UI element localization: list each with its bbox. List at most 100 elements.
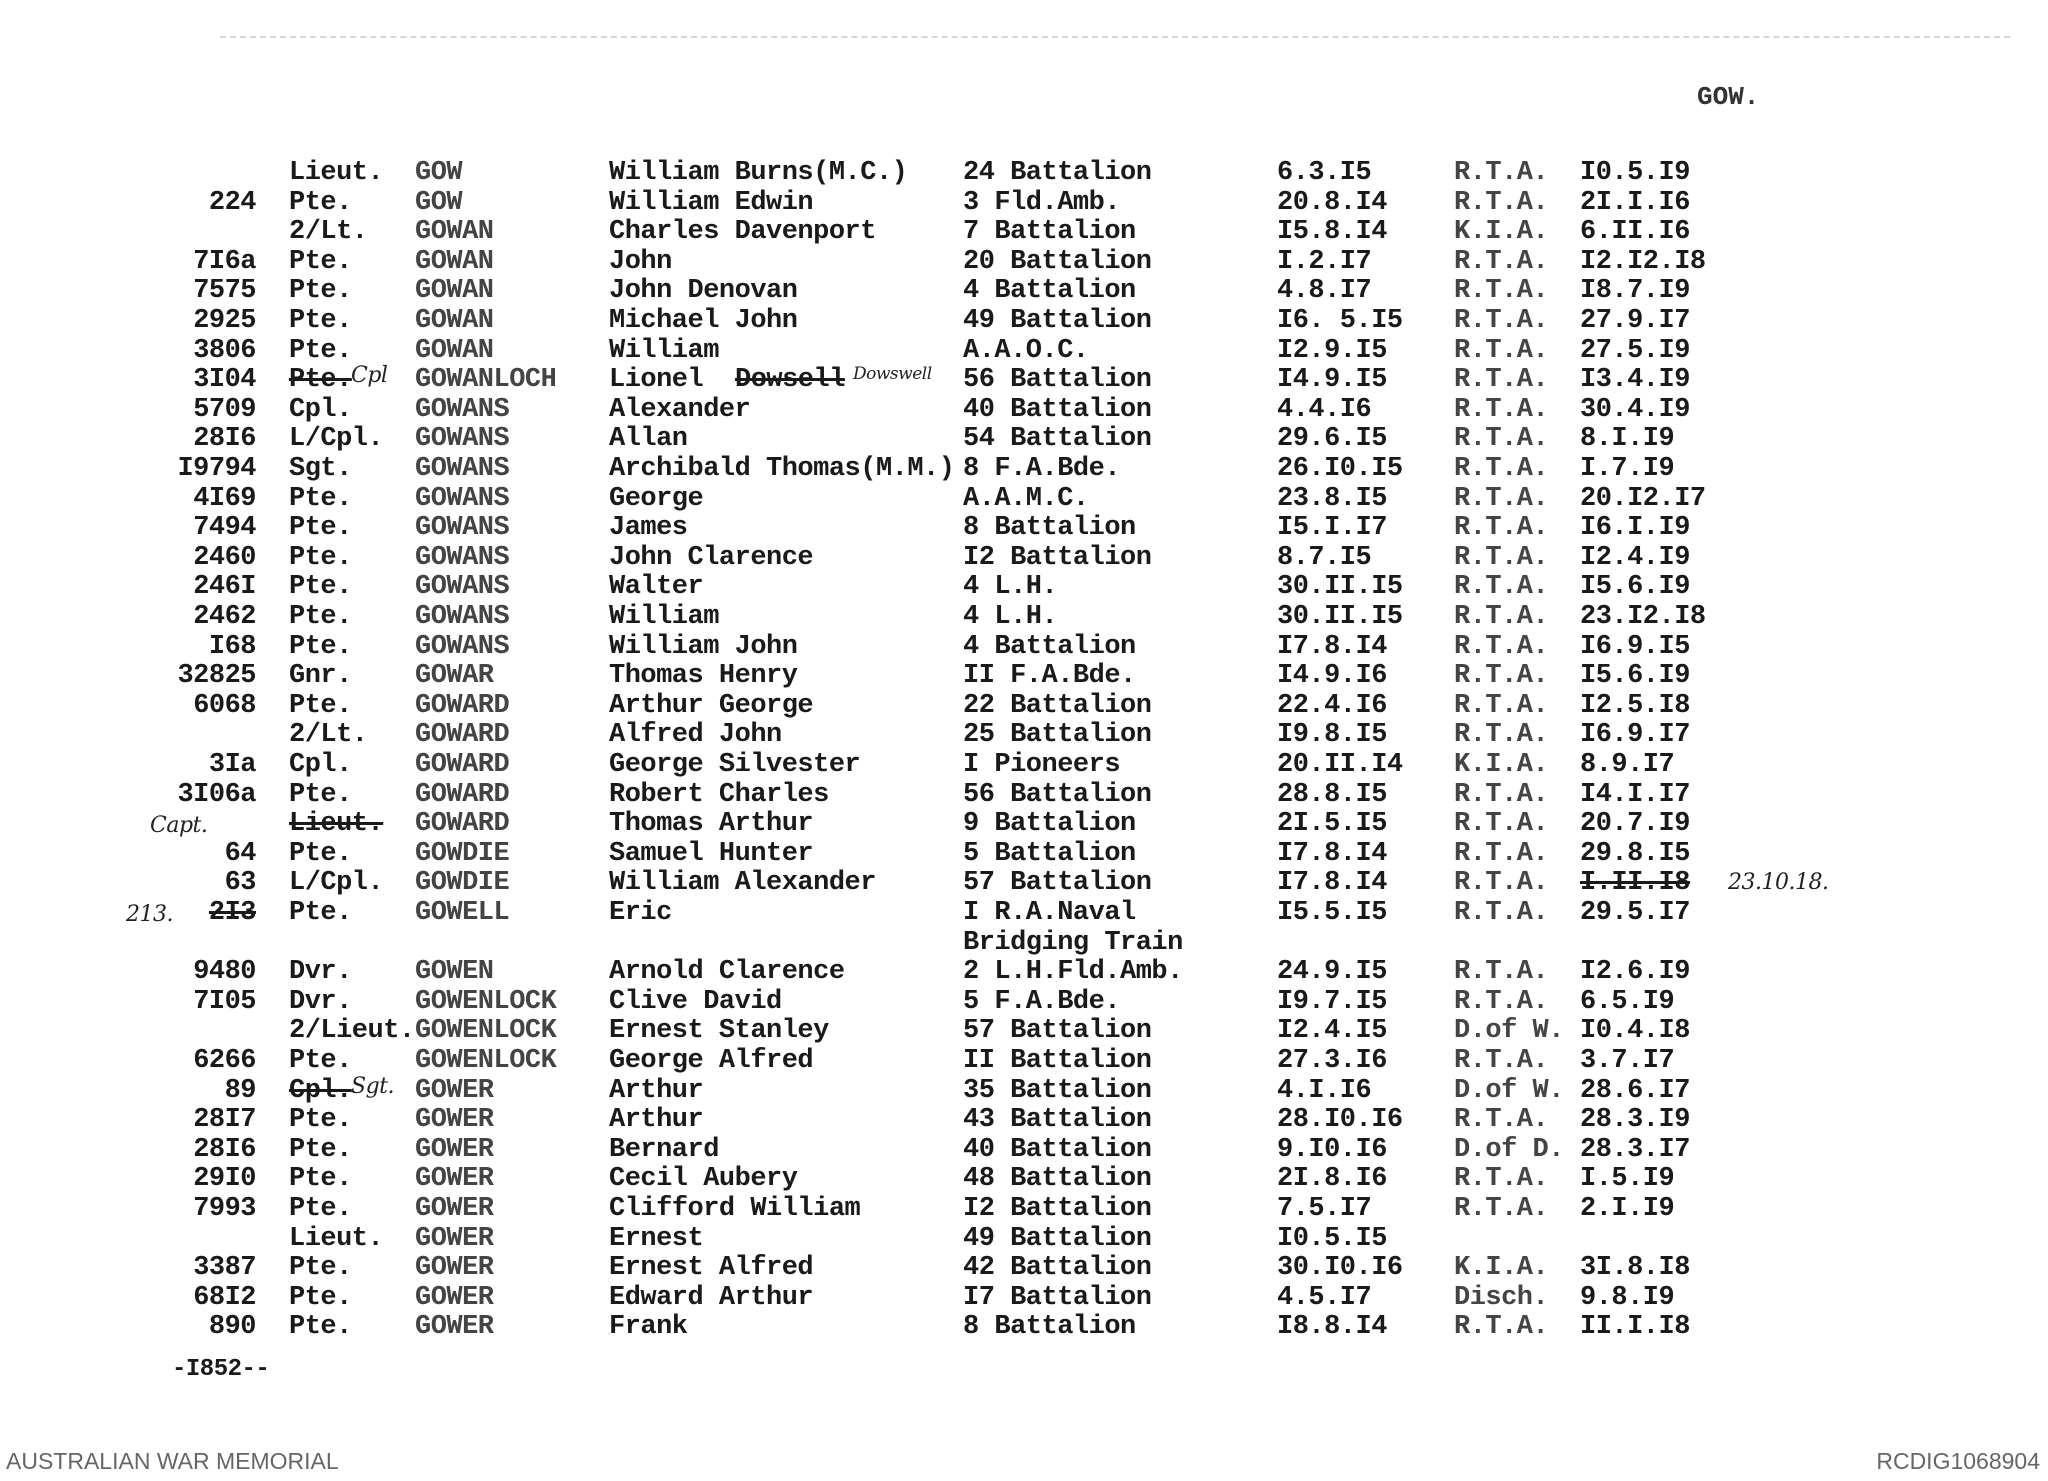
unit: 40 Battalion [963,1134,1152,1165]
service-number: 7I05 [193,986,256,1017]
unit: II Battalion [963,1046,1152,1076]
unit: A.A.O.C. [963,335,1089,366]
fate: D.of D. [1454,1134,1564,1165]
fate-date: 20.7.I9 [1580,809,1690,840]
enlistment-date: 24.9.I5 [1277,957,1387,988]
fate-date: I3.4.I9 [1580,365,1690,396]
enlistment-date: I9.7.I5 [1277,986,1387,1017]
enlistment-date: I5.8.I4 [1277,217,1387,248]
unit: I2 Battalion [963,1194,1152,1224]
fate-date: I.7.I9 [1580,454,1675,484]
fate-date: I5.6.I9 [1580,572,1690,603]
enlistment-date: I4.9.I5 [1277,365,1387,396]
enlistment-date: 30.II.I5 [1277,602,1403,632]
unit: 57 Battalion [963,1016,1152,1047]
unit: 3 Fld.Amb. [963,187,1121,218]
surname: GOWER [415,1312,494,1343]
unit: II F.A.Bde. [963,661,1136,692]
fate: R.T.A. [1454,957,1549,988]
enlistment-date: 9.I0.I6 [1277,1134,1387,1165]
surname: GOWANS [415,454,510,484]
given-names: Ernest Alfred [609,1253,814,1284]
surname: GOWAN [415,276,494,307]
enlistment-date: I5.I.I7 [1277,513,1387,544]
unit: I R.A.Naval [963,898,1136,928]
fate: R.T.A. [1454,868,1549,899]
service-number: 2462 [193,602,256,632]
given-names: William John [609,631,798,662]
given-names: Arnold Clarence [609,957,845,988]
rank: Pte. [289,246,352,277]
enlistment-date: 30.II.I5 [1277,572,1403,603]
enlistment-date: 6.3.I5 [1277,158,1372,188]
rank: Pte. [289,365,352,396]
enlistment-date: 28.8.I5 [1277,779,1387,810]
fate: R.T.A. [1454,158,1549,188]
rank: L/Cpl. [289,868,384,899]
fate: K.I.A. [1454,1253,1549,1284]
unit: 8 F.A.Bde. [963,454,1121,484]
unit: 5 Battalion [963,838,1136,869]
fate: R.T.A. [1454,720,1549,751]
fate-date: I.II.I8 [1580,868,1690,899]
rank: Pte. [289,898,352,928]
fate-date: II.I.I8 [1580,1312,1690,1343]
service-number: 28I7 [193,1105,256,1136]
fate-date: 23.I2.I8 [1580,602,1706,632]
rank: Cpl. [289,750,352,780]
footer-institution: AUSTRALIAN WAR MEMORIAL [6,1448,339,1474]
enlistment-date: 28.I0.I6 [1277,1105,1403,1136]
fate-date: 3I.8.I8 [1580,1253,1690,1284]
enlistment-date: I2.4.I5 [1277,1016,1387,1047]
surname: GOWAN [415,246,494,277]
given-names: Allan [609,424,688,455]
given-names: Samuel Hunter [609,838,814,869]
unit: 4 L.H. [963,602,1058,632]
rank: 2/Lieut. [289,1016,415,1047]
rank: Cpl. [289,1075,352,1106]
rank: Pte. [289,1194,352,1224]
unit: I Pioneers [963,750,1121,780]
unit-continued: Bridging Train [963,927,1183,958]
surname: GOWANS [415,513,510,544]
service-number: 3I06a [177,779,256,810]
surname: GOWARD [415,690,510,721]
surname: GOWER [415,1105,494,1136]
fate-date: I8.7.I9 [1580,276,1690,307]
rank: Pte. [289,1312,352,1343]
unit: 43 Battalion [963,1105,1152,1136]
surname: GOWAR [415,661,494,692]
surname: GOWER [415,1223,494,1254]
fate-date: 27.9.I7 [1580,306,1690,336]
given-names: Ernest Stanley [609,1016,829,1047]
surname: GOWER [415,1134,494,1165]
rank: Pte. [289,1046,352,1076]
fate-date: I0.5.I9 [1580,158,1690,188]
enlistment-date: 23.8.I5 [1277,483,1387,514]
service-number: 63 [224,868,257,899]
given-names: William [609,602,719,632]
service-number: 2925 [193,306,256,336]
enlistment-date: I5.5.I5 [1277,898,1387,928]
given-names: Frank [609,1312,688,1343]
fate: R.T.A. [1454,513,1549,544]
given-names: George Silvester [609,750,861,780]
surname: GOWANS [415,394,510,425]
surname: GOWARD [415,779,510,810]
given-names: Arthur [609,1075,704,1106]
surname: GOWENLOCK [415,1046,557,1076]
fate: R.T.A. [1454,1164,1549,1195]
surname: GOWENLOCK [415,1016,557,1047]
fate: K.I.A. [1454,750,1549,780]
fate-date: 28.3.I9 [1580,1105,1690,1136]
given-names: Clive David [609,986,782,1017]
surname: GOWEN [415,957,494,988]
unit: 49 Battalion [963,1223,1152,1254]
service-number: 4I69 [193,483,256,514]
rank: Pte. [289,483,352,514]
enlistment-date: I8.8.I4 [1277,1312,1387,1343]
unit: 8 Battalion [963,1312,1136,1343]
given-names: James [609,513,688,544]
rank: Pte. [289,779,352,810]
